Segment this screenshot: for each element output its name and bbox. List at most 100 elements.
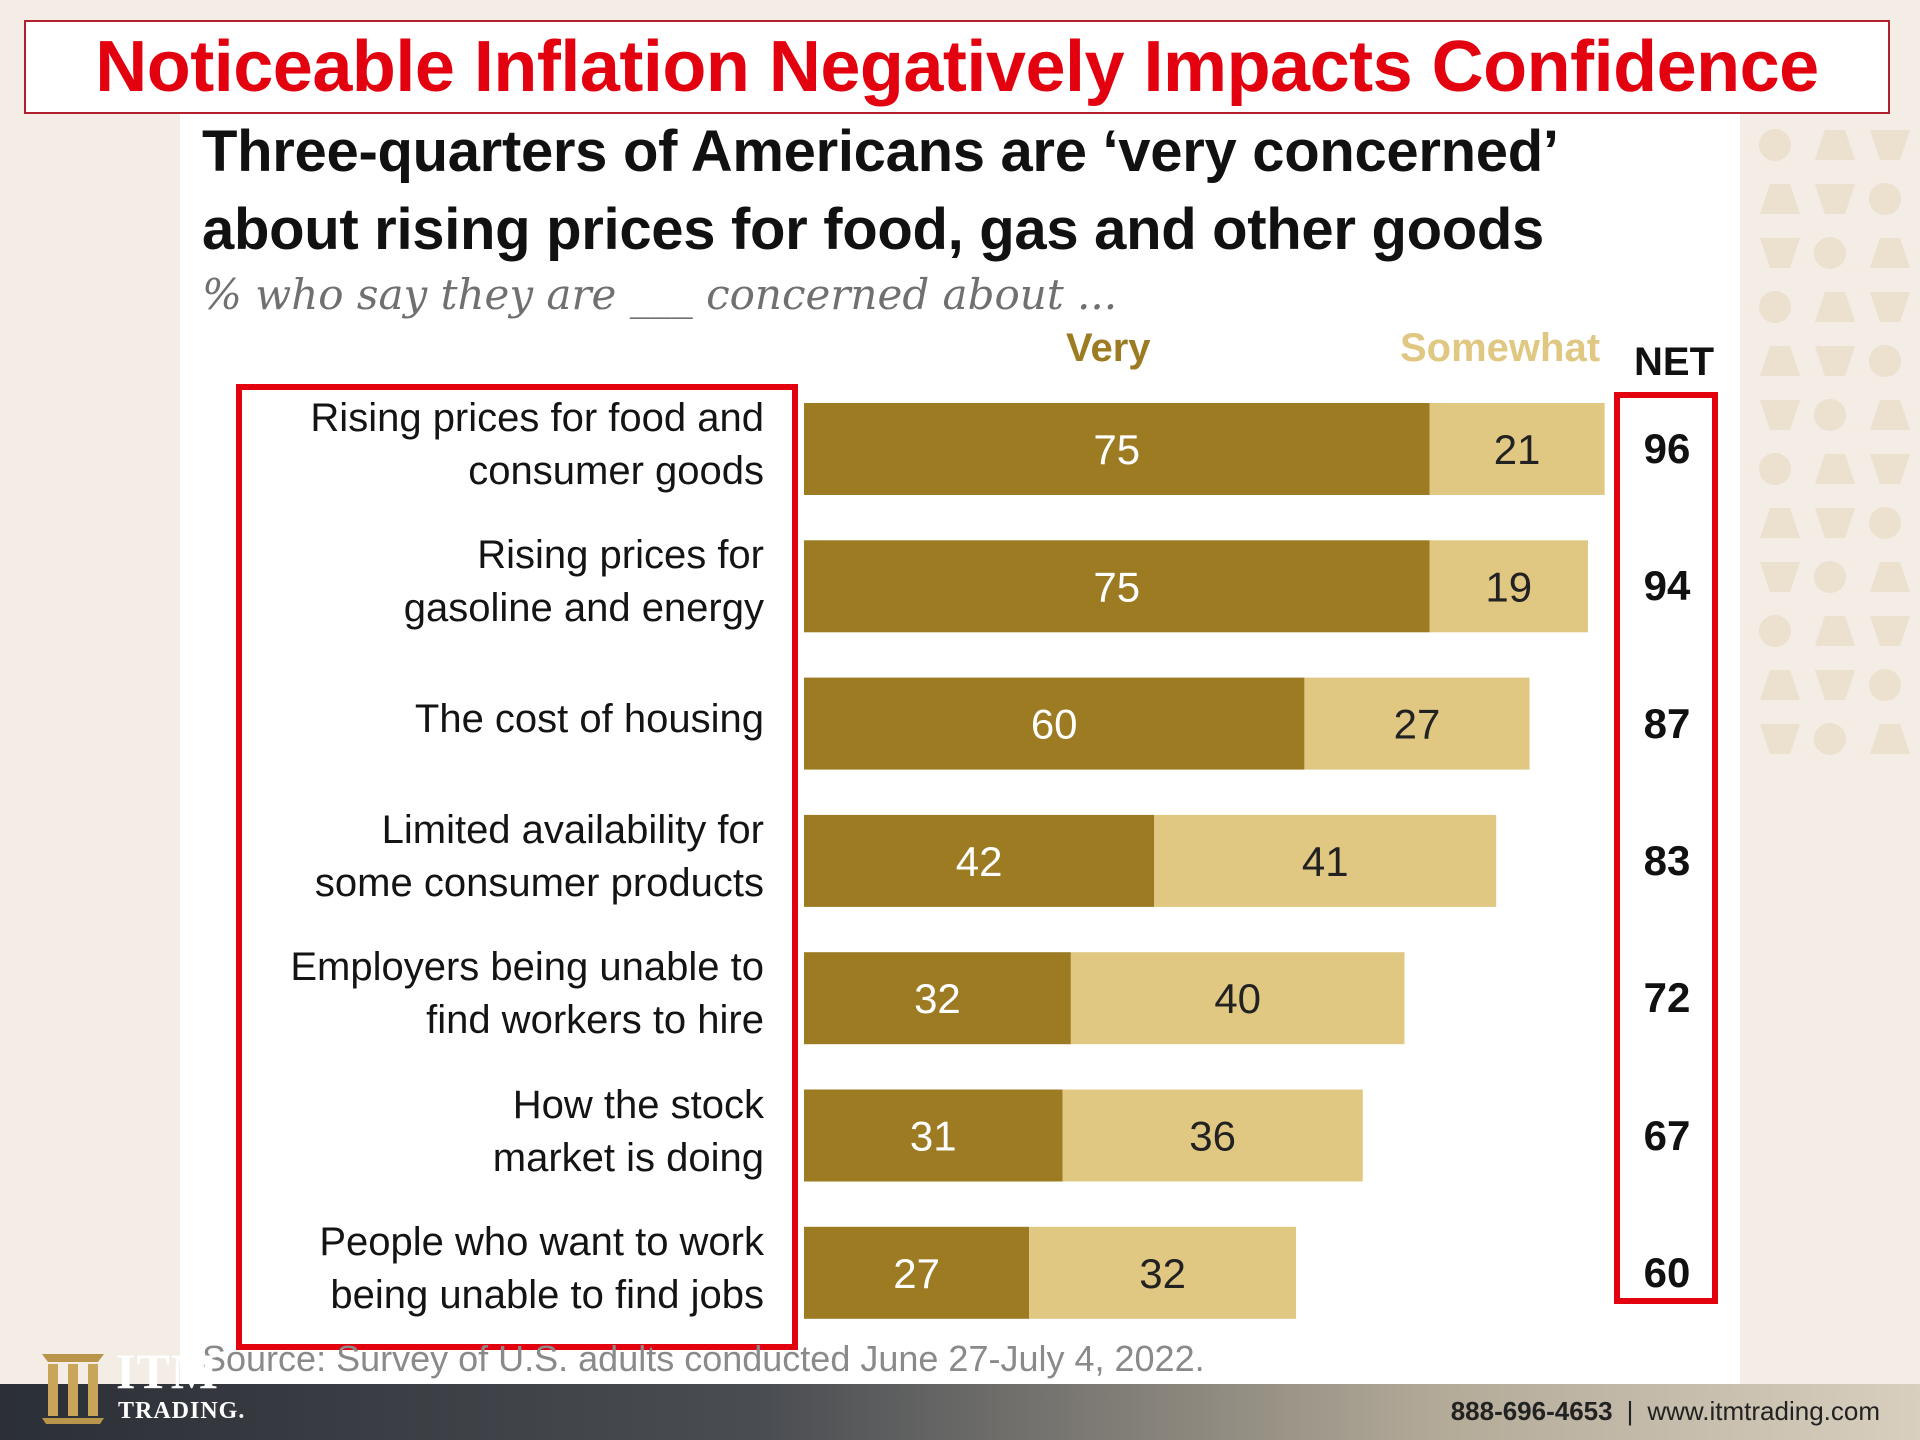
- pattern-shape: [1760, 670, 1800, 700]
- pattern-shape: [1870, 454, 1910, 484]
- category-label-line: market is doing: [492, 1135, 764, 1180]
- category-label-line: find workers to hire: [426, 998, 764, 1043]
- pattern-shape: [1760, 400, 1800, 430]
- net-value: 94: [1643, 562, 1691, 610]
- pattern-shape: [1870, 562, 1910, 592]
- category-label-line: How the stock: [512, 1082, 764, 1127]
- pattern-shape: [1760, 346, 1800, 376]
- legend-very: Very: [1066, 326, 1151, 370]
- bar-very: [804, 403, 1430, 495]
- legend-net: NET: [1634, 340, 1714, 384]
- category-label-line: gasoline and energy: [403, 586, 764, 631]
- bar-somewhat: [1429, 540, 1588, 633]
- category-label-line: consumer goods: [468, 449, 764, 493]
- pattern-shape: [1870, 238, 1910, 268]
- bar-very: [804, 677, 1305, 770]
- pattern-shape: [1815, 184, 1855, 214]
- bar-somewhat-value-label: 40: [1214, 975, 1261, 1022]
- chart-subtitle: % who say they are ___ concerned about .…: [202, 270, 1118, 319]
- headline-text: Noticeable Inflation Negatively Impacts …: [95, 27, 1819, 107]
- pattern-shape: [1870, 130, 1910, 160]
- net-value: 96: [1643, 425, 1691, 472]
- chart-title-line-1: Three-quarters of Americans are ‘very co…: [202, 119, 1559, 184]
- footer-contact: 888-696-4653 | www.itmtrading.com: [1451, 1396, 1880, 1427]
- category-label: People who want to work being unable to f…: [204, 1216, 764, 1322]
- pattern-shape: [1869, 345, 1901, 377]
- pattern-shape: [1815, 616, 1855, 646]
- net-value: 83: [1643, 836, 1691, 884]
- pattern-shape: [1814, 561, 1846, 593]
- pattern-shape: [1815, 346, 1855, 376]
- category-label: Rising prices for food and consumer goods: [204, 392, 764, 498]
- bar-somewhat-value-label: 27: [1394, 701, 1441, 748]
- bar-somewhat: [1429, 403, 1605, 495]
- bar-very: [804, 1226, 1030, 1319]
- pattern-shape: [1815, 670, 1855, 700]
- pattern-shape: [1870, 400, 1910, 430]
- itm-logo-icon: [42, 1354, 104, 1424]
- bar-somewhat: [1062, 1089, 1363, 1182]
- bar-somewhat: [1304, 677, 1530, 770]
- pattern-shape: [1760, 508, 1800, 538]
- footer-bar: [0, 1384, 1920, 1440]
- pattern-shape: [1815, 292, 1855, 322]
- bar-somewhat: [1154, 814, 1497, 907]
- source-note: Source: Survey of U.S. adults conducted …: [202, 1338, 1205, 1379]
- legend-somewhat: Somewhat: [1400, 326, 1601, 370]
- pattern-shape: [1869, 183, 1901, 215]
- net-highlight-box: [1614, 392, 1718, 1304]
- category-label-line: being unable to find jobs: [330, 1272, 764, 1317]
- pattern-shape: [1760, 238, 1800, 268]
- bar-very-value-label: 32: [914, 975, 961, 1022]
- headline-banner: Noticeable Inflation Negatively Impacts …: [24, 20, 1890, 114]
- bar-somewhat: [1029, 1226, 1297, 1319]
- pattern-shape: [1760, 562, 1800, 592]
- pattern-shape: [1870, 616, 1910, 646]
- pattern-shape: [1870, 724, 1910, 754]
- pattern-shape: [1815, 454, 1855, 484]
- pattern-shape: [1760, 184, 1800, 214]
- net-value: 72: [1643, 974, 1691, 1022]
- chart-title-line-2: about rising prices for food, gas and ot…: [202, 197, 1544, 262]
- background-pattern: [1759, 129, 1910, 755]
- category-label: The cost of housing: [204, 693, 764, 746]
- bar-somewhat-value-label: 32: [1139, 1250, 1186, 1297]
- category-highlight-box: [236, 384, 798, 1350]
- pattern-shape: [1759, 291, 1791, 323]
- category-label: How the stock market is doing: [204, 1079, 764, 1185]
- pattern-shape: [1759, 129, 1791, 161]
- category-label: Employers being unable to find workers to…: [204, 941, 764, 1047]
- bar-very-value-label: 31: [910, 1113, 957, 1160]
- pattern-shape: [1869, 507, 1901, 539]
- bar-very: [804, 814, 1155, 907]
- pattern-shape: [1759, 453, 1791, 485]
- bar-very: [804, 540, 1430, 633]
- net-value: 67: [1643, 1111, 1691, 1159]
- category-label-line: Limited availability for: [381, 807, 764, 852]
- footer-phone[interactable]: 888-696-4653: [1450, 1396, 1613, 1426]
- pattern-shape: [1814, 723, 1846, 755]
- bar-very-value-label: 75: [1093, 563, 1140, 610]
- bar-somewhat-value-label: 41: [1302, 838, 1349, 885]
- logo-text-itm: ITM: [116, 1343, 219, 1399]
- bar-somewhat-value-label: 21: [1494, 426, 1541, 473]
- footer-divider: |: [1626, 1396, 1634, 1426]
- pattern-shape: [1815, 130, 1855, 160]
- bar-very-value-label: 42: [956, 838, 1003, 885]
- bar-somewhat-value-label: 19: [1485, 563, 1532, 610]
- category-label-line: Employers being unable to: [290, 945, 764, 990]
- bar-very-value-label: 75: [1093, 426, 1140, 473]
- bar-very-value-label: 27: [893, 1250, 940, 1297]
- category-label-line: some consumer products: [314, 860, 764, 905]
- pattern-shape: [1869, 669, 1901, 701]
- pattern-shape: [1759, 615, 1791, 647]
- pattern-shape: [1814, 237, 1846, 269]
- category-label-line: People who want to work: [319, 1219, 764, 1264]
- footer-website-link[interactable]: www.itmtrading.com: [1647, 1396, 1880, 1426]
- net-value: 87: [1643, 699, 1691, 747]
- category-label: Rising prices for gasoline and energy: [204, 529, 764, 635]
- logo-text-trading: TRADING.: [118, 1398, 246, 1424]
- pattern-shape: [1814, 399, 1846, 431]
- bar-somewhat: [1070, 952, 1405, 1045]
